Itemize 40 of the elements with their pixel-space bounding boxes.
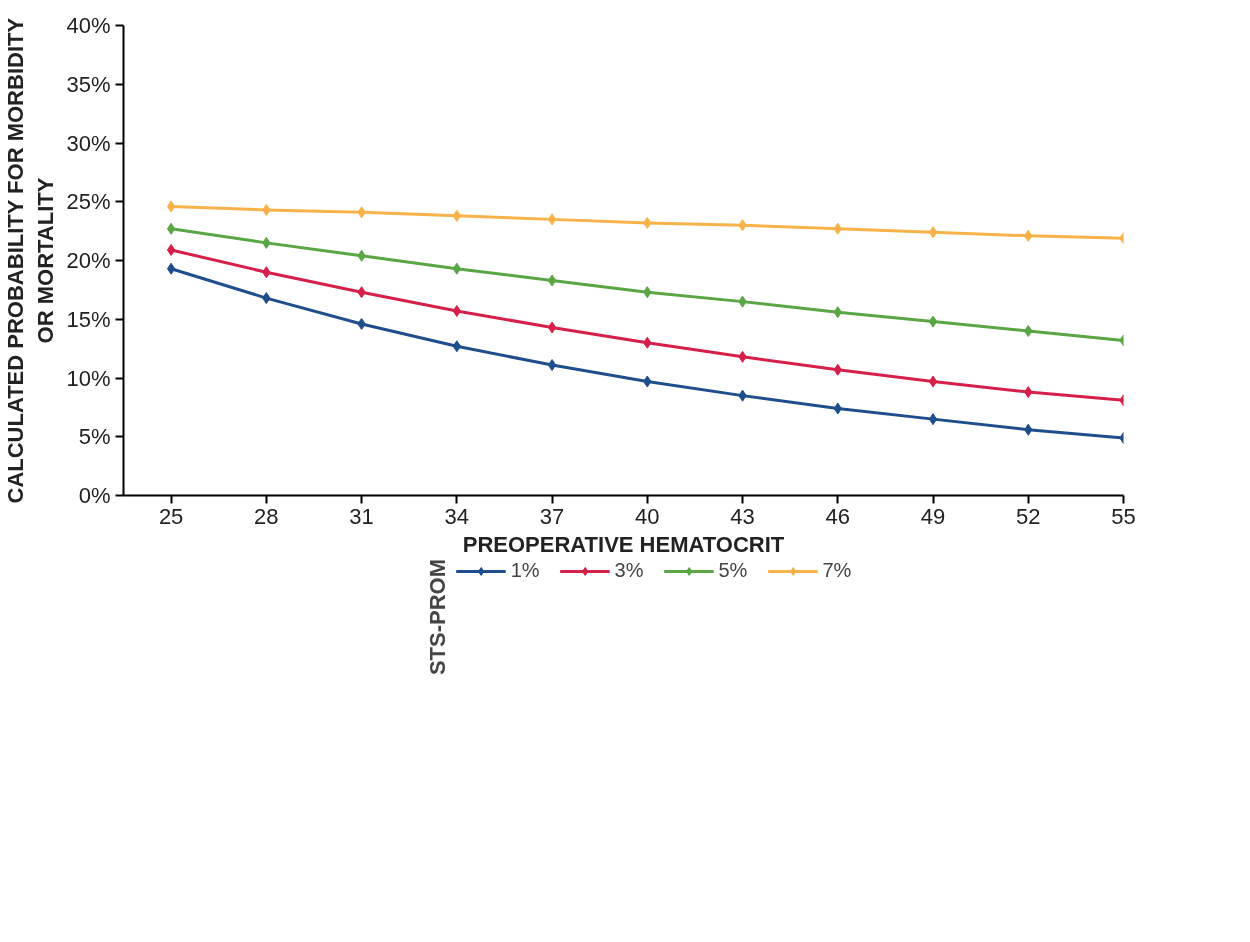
y-tick-label: 10% (66, 365, 111, 391)
point (166, 262, 176, 275)
y-tick-label: 0% (78, 483, 111, 508)
x-tick-label: 25 (158, 503, 184, 529)
legend-title: STS-PROM (424, 559, 451, 676)
x-tick-label: 34 (444, 503, 470, 529)
x-tick-label: 31 (349, 503, 374, 529)
x-tick-label: 37 (539, 503, 565, 529)
point (166, 200, 176, 213)
point (166, 222, 176, 235)
point (547, 213, 557, 226)
x-tick-label: 49 (920, 503, 946, 529)
point (1024, 325, 1033, 337)
point (928, 375, 938, 388)
y-tick-label: 30% (66, 130, 111, 156)
y-tick-label: 35% (66, 71, 111, 97)
legend-label: 1% (510, 559, 540, 582)
point (928, 226, 938, 239)
x-tick-label: 55 (1111, 503, 1136, 529)
x-tick-label: 46 (825, 503, 851, 529)
x-tick-label: 28 (254, 503, 279, 529)
legend-label: 7% (822, 559, 852, 582)
point (166, 243, 176, 256)
legend-label: 3% (614, 559, 644, 582)
y-axis-title: CALCULATED PROBABILITY FOR MORBIDITY OR MORTALITY (3, 17, 59, 504)
x-tick-label: 43 (730, 503, 755, 529)
legend-label: 5% (718, 559, 748, 582)
y-tick-label: 20% (66, 248, 111, 273)
x-axis-title: PREOPERATIVE HEMATOCRIT (462, 531, 785, 557)
y-tick-label: 15% (66, 306, 111, 332)
point (547, 274, 557, 287)
y-tick-label: 40% (66, 13, 111, 38)
point (928, 413, 938, 426)
y-tick-label: 5% (78, 424, 111, 450)
point (547, 359, 557, 372)
y-tick-label: 25% (66, 189, 111, 215)
x-tick-label: 52 (1016, 503, 1041, 529)
point (547, 321, 557, 334)
point (928, 315, 938, 328)
x-tick-label: 40 (635, 503, 660, 529)
